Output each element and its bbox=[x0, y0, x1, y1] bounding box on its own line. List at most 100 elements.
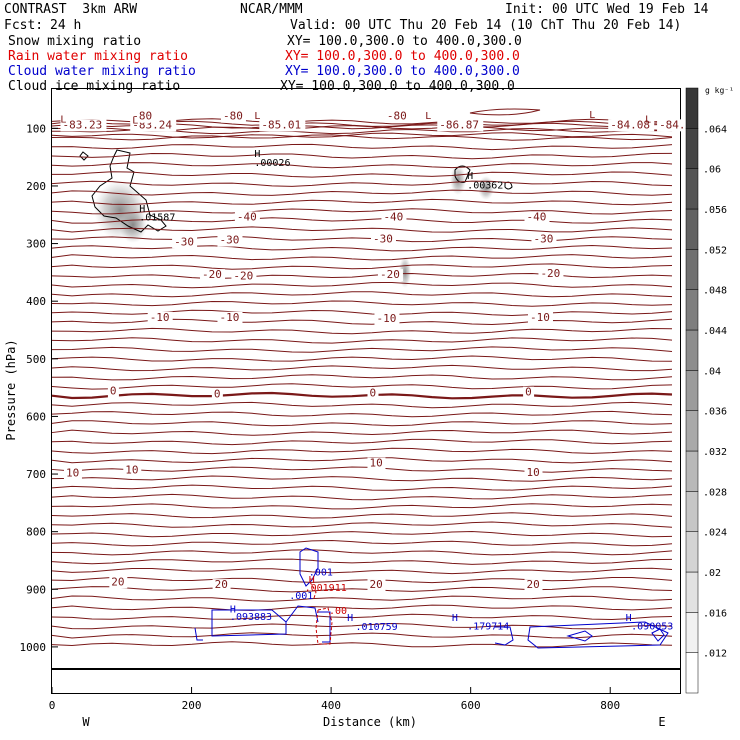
cloud-ice-contour bbox=[79, 151, 89, 161]
contour-label: 10 bbox=[369, 457, 382, 470]
contour-label: -83.24 bbox=[132, 118, 172, 131]
contour-label: -10 bbox=[150, 311, 170, 324]
contour-label-bg bbox=[657, 119, 704, 132]
x-tick-label: 600 bbox=[461, 699, 481, 712]
cloud-ice-contour bbox=[504, 181, 513, 190]
field-name-rain: Rain water mixing ratio bbox=[8, 49, 189, 64]
contour-label-bg bbox=[367, 457, 386, 470]
contour-label: -40 bbox=[526, 211, 546, 224]
temperature-contour bbox=[51, 364, 673, 372]
temperature-contour bbox=[51, 429, 673, 436]
colorbar-segment bbox=[685, 168, 699, 210]
temperature-contour bbox=[51, 120, 673, 127]
y-tick-label: 300 bbox=[26, 238, 46, 251]
temperature-contour bbox=[51, 327, 673, 335]
extremum-label: H bbox=[139, 204, 145, 215]
temperature-contour bbox=[51, 132, 673, 139]
contour-label: 10 bbox=[66, 466, 79, 479]
contour-label-bg bbox=[374, 312, 400, 325]
contour-label: -30 bbox=[373, 232, 393, 245]
west-label: W bbox=[82, 715, 90, 729]
contour-label-bg bbox=[608, 119, 655, 132]
contour-label-bg bbox=[367, 579, 386, 592]
y-tick-label: 900 bbox=[26, 583, 46, 596]
valid-time: Valid: 00 UTC Thu 20 Feb 14 (10 ChT Thu … bbox=[290, 18, 682, 33]
colorbar-tick-label: .056 bbox=[703, 205, 727, 216]
contour-label-bg bbox=[234, 211, 260, 224]
temperature-contour bbox=[51, 493, 673, 501]
temperature-contour bbox=[51, 447, 673, 455]
temperature-contour bbox=[51, 558, 673, 565]
temperature-contour bbox=[51, 438, 673, 446]
x-tick-label: 200 bbox=[182, 699, 202, 712]
temperature-contour bbox=[51, 475, 673, 482]
colorbar-segment bbox=[685, 652, 699, 694]
temperature-contour bbox=[51, 217, 673, 224]
temperature-contour bbox=[51, 457, 673, 464]
colorbar-tick-label: .044 bbox=[703, 326, 727, 337]
contour-label-bg bbox=[211, 388, 223, 401]
y-tick-label: 1000 bbox=[20, 641, 47, 654]
contour-label-bg bbox=[524, 466, 543, 479]
contour-label: -80 bbox=[132, 110, 152, 123]
temperature-contour bbox=[51, 567, 673, 575]
extremum-label: H bbox=[230, 604, 236, 615]
east-label: E bbox=[658, 715, 665, 729]
temperature-contour bbox=[51, 171, 673, 178]
temperature-contour bbox=[51, 401, 673, 409]
contour-label: -40 bbox=[383, 211, 403, 224]
colorbar-tick-label: .048 bbox=[703, 286, 727, 297]
contour-label: 10 bbox=[125, 463, 138, 476]
contour-label-bg bbox=[217, 234, 243, 247]
temperature-contour bbox=[51, 632, 673, 639]
contour-label-bg bbox=[212, 579, 231, 592]
init-time: Init: 00 UTC Wed 19 Feb 14 bbox=[505, 2, 709, 17]
field-xy-cloud-water: XY= 100.0,300.0 to 400.0,300.0 bbox=[285, 64, 520, 79]
temperature-contour bbox=[51, 208, 673, 215]
cloud-ice-contour bbox=[454, 165, 471, 183]
temperature-contour bbox=[51, 122, 673, 130]
y-tick-label: 800 bbox=[26, 526, 46, 539]
temperature-contour bbox=[51, 576, 673, 584]
temperature-contour bbox=[469, 108, 541, 116]
contour-label-bg bbox=[524, 211, 550, 224]
temperature-contour bbox=[51, 512, 673, 519]
temperature-contour bbox=[51, 300, 673, 307]
contour-label: 10 bbox=[526, 466, 539, 479]
contour-label-bg bbox=[107, 385, 119, 398]
field-name-snow: Snow mixing ratio bbox=[8, 34, 142, 49]
contour-label-bg bbox=[538, 267, 564, 280]
contour-label: -84.48 bbox=[659, 118, 699, 131]
colorbar-tick-label: .024 bbox=[703, 528, 727, 539]
contour-label-bg bbox=[367, 387, 379, 400]
contour-label: -80 bbox=[387, 110, 407, 123]
extremum-label: L bbox=[645, 115, 651, 126]
contour-label: -10 bbox=[530, 311, 550, 324]
contour-label: -30 bbox=[219, 234, 239, 247]
extremum-label: L bbox=[60, 115, 66, 126]
contour-labels: -83.23 -83.24 -85.01 -86.87 -84.08 -84.48 -80 -… bbox=[60, 110, 704, 592]
extrema-labels: L L L L L LH.00026H.00362H.01587.001H.001911.… bbox=[60, 110, 673, 633]
plot-frame bbox=[51, 88, 681, 694]
temperature-contour bbox=[51, 189, 673, 196]
temperature-contour bbox=[51, 586, 673, 593]
temperature-contour bbox=[51, 244, 673, 252]
cloud-water-contours bbox=[194, 547, 669, 649]
contour-label-bg bbox=[370, 233, 396, 246]
extremum-label: .001 bbox=[289, 591, 313, 602]
x-tick-label: 400 bbox=[321, 699, 341, 712]
temperature-contour bbox=[51, 484, 673, 491]
temperature-contour bbox=[51, 235, 673, 243]
extremum-label: .00 bbox=[329, 606, 347, 617]
temperature-contour bbox=[51, 337, 673, 344]
contour-label: -20 bbox=[202, 268, 222, 281]
colorbar-segment bbox=[685, 450, 699, 492]
contour-label-bg bbox=[63, 467, 82, 480]
contour-label-bg bbox=[381, 211, 407, 224]
contour-label: -83.23 bbox=[62, 118, 102, 131]
colorbar-segment bbox=[685, 87, 699, 129]
y-tick-label: 700 bbox=[26, 468, 46, 481]
temperature-contour bbox=[51, 291, 673, 298]
temperature-contour bbox=[51, 595, 673, 602]
temperature-contour bbox=[51, 383, 673, 390]
